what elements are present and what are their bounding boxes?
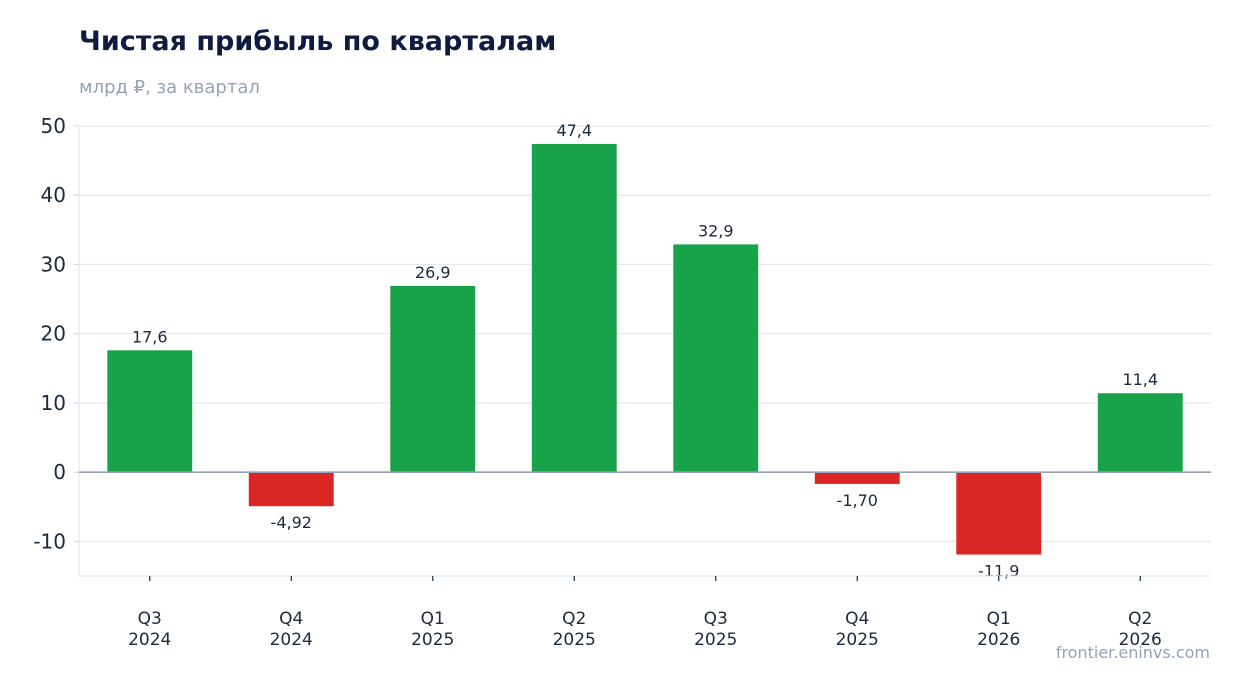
y-tick-label: 20 <box>41 322 66 346</box>
x-tick-label-year: 2026 <box>1119 630 1162 650</box>
x-tick-label-quarter: Q3 <box>704 609 728 629</box>
chart-subtitle: млрд ₽, за квартал <box>79 77 260 98</box>
x-tick-label-year: 2025 <box>553 630 596 650</box>
data-label: 47,4 <box>556 121 592 140</box>
x-tick-label-year: 2025 <box>694 630 737 650</box>
data-label: 17,6 <box>132 327 168 346</box>
y-tick-label: 30 <box>41 252 66 276</box>
bar <box>107 350 193 473</box>
x-tick-label-year: 2024 <box>128 630 171 650</box>
y-axis: 50 40 30 20 10 0 -10 <box>33 114 80 576</box>
data-label: 26,9 <box>415 263 451 282</box>
bar <box>673 244 759 473</box>
data-label: -4,92 <box>271 513 312 532</box>
x-tick-label-quarter: Q2 <box>562 609 586 629</box>
x-tick-label-year: 2025 <box>411 630 454 650</box>
y-tick-label: 40 <box>41 183 66 207</box>
grid-lines <box>79 125 1211 542</box>
data-label: 11,4 <box>1122 370 1158 389</box>
watermark: frontier.eninvs.com <box>1055 643 1210 662</box>
bar <box>814 472 900 484</box>
data-label: -1,70 <box>837 491 878 510</box>
bar <box>248 472 334 507</box>
bars <box>79 144 1211 555</box>
x-tick-label-year: 2025 <box>836 630 879 650</box>
y-tick-label: 50 <box>41 114 66 138</box>
chart-title: Чистая прибыль по кварталам <box>79 26 557 57</box>
x-tick-label-quarter: Q1 <box>421 609 445 629</box>
bar <box>1097 393 1183 473</box>
x-tick-label-year: 2024 <box>270 630 313 650</box>
x-tick-label-quarter: Q3 <box>138 609 162 629</box>
bar <box>390 285 476 473</box>
y-tick-label: 10 <box>41 391 66 415</box>
bar <box>531 144 617 473</box>
x-tick-label-quarter: Q4 <box>845 609 869 629</box>
x-tick-label-quarter: Q2 <box>1128 609 1152 629</box>
x-tick-label-year: 2026 <box>977 630 1020 650</box>
bar <box>956 472 1042 555</box>
x-tick-label-quarter: Q4 <box>279 609 303 629</box>
x-tick-label-quarter: Q1 <box>987 609 1011 629</box>
data-label: 32,9 <box>698 221 734 240</box>
x-axis: Q32024Q42024Q12025Q22025Q32025Q42025Q120… <box>79 575 1211 650</box>
y-tick-label: 0 <box>53 460 66 484</box>
y-tick-label: -10 <box>33 529 66 553</box>
